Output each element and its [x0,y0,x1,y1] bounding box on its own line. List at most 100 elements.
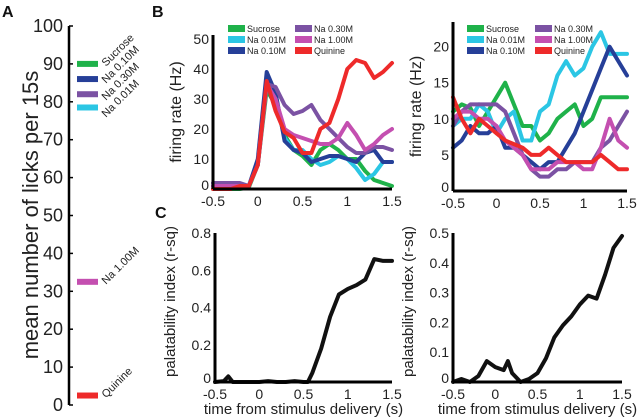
bar-na-0-30m [77,91,98,98]
y-tick-label: 90 [43,54,63,74]
legend-label: Sucrose [486,24,519,34]
bar-na-0-01m [77,104,98,111]
bar-label: Quinine [100,365,135,400]
y-tick-label: 40 [43,243,63,263]
y-tick-label: 15 [433,75,449,91]
legend-label: Na 0.10M [486,46,525,56]
y-tick-label: 0 [53,395,63,415]
x-axis-label: time from stimulus delivery (s) [438,401,637,418]
y-axis-label: firing rate (Hz) [168,61,185,162]
x-tick-label: 0 [254,193,262,209]
y-tick-label: 100 [33,16,63,36]
y-tick-label: 20 [193,121,209,137]
panel-a-chart: 0 10 20 30 40 50 60 70 80 90 100 mean number of lic… [18,16,142,415]
series-line-na-0-01m [451,30,629,143]
y-tick-label: 40 [193,61,209,77]
x-tick-label: 1.5 [612,386,632,402]
y-tick-label: 0.5 [430,225,450,241]
x-tick-label: 1 [576,386,584,402]
y-tick-label: 0.1 [430,344,450,360]
chart-c-right: -0.5 0 0.5 1 1.500.10.20.30.40.5palatability… [400,225,637,418]
y-tick-label: 30 [43,281,63,301]
x-tick-label: 0 [491,386,499,402]
panel-label-b: B [152,4,164,21]
legend-swatch [467,36,484,43]
y-tick-label: 30 [193,91,209,107]
y-axis-label: mean number of licks per 15s [18,71,43,360]
x-tick-label: 0.5 [294,386,314,402]
y-tick-label: 80 [43,92,63,112]
y-tick-label: 50 [43,206,63,226]
legend-swatch [295,25,312,32]
legend-swatch [535,47,552,54]
bar-na-0-10m [77,76,98,83]
y-tick-label: 10 [433,111,449,127]
legend-label: Quinine [554,46,585,56]
x-tick-label: 0.5 [530,195,550,211]
panel-label-c: C [155,205,167,222]
y-axis-label: palatability index (r-sq) [400,226,417,377]
y-tick-label: 20 [43,319,63,339]
legend-swatch [228,25,245,32]
legend-label: Na 0.30M [554,24,593,34]
bar-na-1-00m [77,278,98,285]
y-tick-label: 0.8 [192,225,212,241]
bar-quinine [77,392,98,399]
y-tick-label: 0 [203,370,211,386]
legend-label: Na 0.01M [486,35,525,45]
x-tick-label: 1.5 [382,386,402,402]
y-tick-label: 0.2 [430,314,450,330]
y-tick-label: 0.4 [192,300,212,316]
legend-swatch [535,25,552,32]
legend-swatch [295,36,312,43]
x-axis-label: time from stimulus delivery (s) [204,401,403,418]
y-tick-label: 0 [201,177,209,193]
x-tick-label: 0 [493,195,501,211]
panel-label-a: A [2,4,14,21]
y-axis-label: palatability index (r-sq) [162,226,179,377]
x-tick-label: -0.5 [441,195,465,211]
x-tick-label: 1.5 [617,195,637,211]
x-tick-label: -0.5 [201,193,225,209]
y-tick-label: 0.2 [192,337,212,353]
legend-swatch [467,47,484,54]
y-tick-label: 10 [193,151,209,167]
x-tick-label: -0.5 [441,386,465,402]
y-tick-label: 10 [43,357,63,377]
bar-label: Na 1.00M [100,245,142,287]
legend-label: Na 0.10M [247,46,286,56]
y-tick-label: 20 [433,39,449,55]
y-axis-label: firing rate (Hz) [408,56,425,157]
y-tick-label: 0.6 [192,262,212,278]
x-tick-label: -0.5 [203,386,227,402]
x-tick-label: 0.5 [528,386,548,402]
legend-label: Sucrose [247,24,280,34]
y-tick-label: 0 [441,370,449,386]
y-tick-label: 50 [193,31,209,47]
legend-label: Quinine [314,46,345,56]
legend-label: Na 1.00M [314,35,353,45]
legend-swatch [228,36,245,43]
y-tick-label: 60 [43,168,63,188]
y-tick-label: 70 [43,130,63,150]
legend-swatch [228,47,245,54]
legend-label: Na 0.01M [247,35,286,45]
legend-swatch [295,47,312,54]
x-tick-label: 1 [343,193,351,209]
y-tick-label: 0.4 [430,255,450,271]
series-line-palatability [451,234,624,384]
legend-label: Na 1.00M [554,35,593,45]
legend-swatch [467,25,484,32]
x-tick-label: 1.5 [382,193,402,209]
y-tick-label: 5 [441,147,449,163]
x-tick-label: 0.5 [293,193,313,209]
series-line-quinine [211,58,394,191]
x-tick-label: 0 [255,386,263,402]
y-tick-label: 0 [441,179,449,195]
y-tick-label: 0.3 [430,285,450,301]
legend-label: Na 0.30M [314,24,353,34]
